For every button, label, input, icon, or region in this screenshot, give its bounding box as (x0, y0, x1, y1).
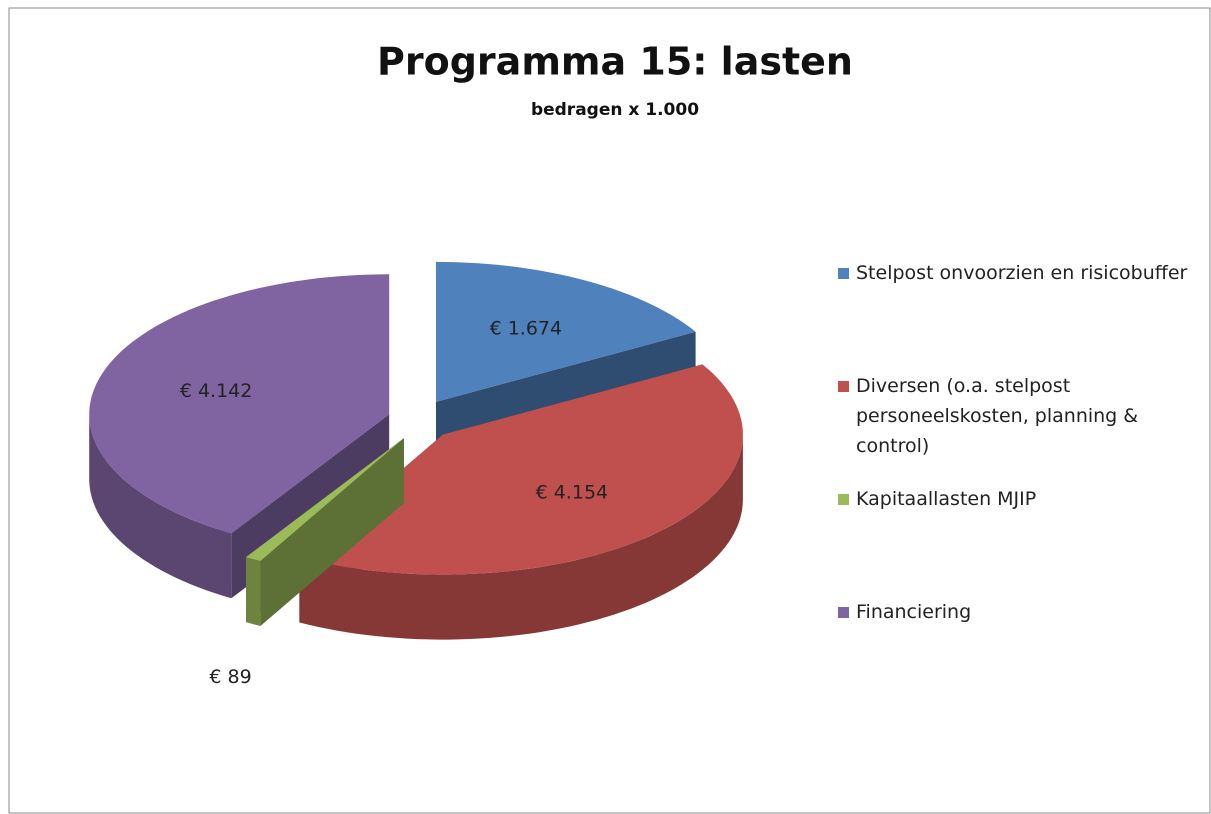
legend-label: Financiering (856, 601, 972, 623)
legend: Stelpost onvoorzien en risicobuffer Diver… (838, 258, 1198, 710)
slice-side (246, 438, 404, 623)
legend-item: Diversen (o.a. stelpost personeelskosten… (838, 371, 1198, 484)
slice-top (436, 261, 696, 402)
data-label: € 1.674 (490, 318, 563, 340)
data-label: € 89 (209, 666, 251, 688)
legend-swatch (838, 268, 849, 279)
legend-item: Financiering (838, 597, 1198, 710)
data-label: € 4.142 (180, 380, 253, 402)
legend-label: Stelpost onvoorzien en risicobuffer (856, 262, 1188, 284)
pie-slice (299, 364, 743, 640)
slice-top (89, 274, 390, 534)
legend-swatch (838, 381, 849, 392)
slice-wall (246, 557, 261, 626)
slice-top (299, 364, 743, 575)
legend-label: Kapitaallasten MJIP (856, 488, 1037, 510)
chart-subtitle: bedragen x 1.000 (531, 100, 699, 120)
slice-top (246, 438, 404, 561)
pie-slice (246, 438, 404, 626)
data-label: € 4.154 (536, 482, 609, 504)
chart-title: Programma 15: lasten (377, 40, 853, 84)
legend-swatch (838, 494, 849, 505)
slice-wall (89, 414, 232, 599)
legend-item: Stelpost onvoorzien en risicobuffer (838, 258, 1198, 371)
slice-wall (299, 434, 743, 640)
legend-label: Diversen (o.a. stelpost personeelskosten… (856, 375, 1139, 457)
legend-swatch (838, 607, 849, 618)
legend-item: Kapitaallasten MJIP (838, 484, 1198, 597)
